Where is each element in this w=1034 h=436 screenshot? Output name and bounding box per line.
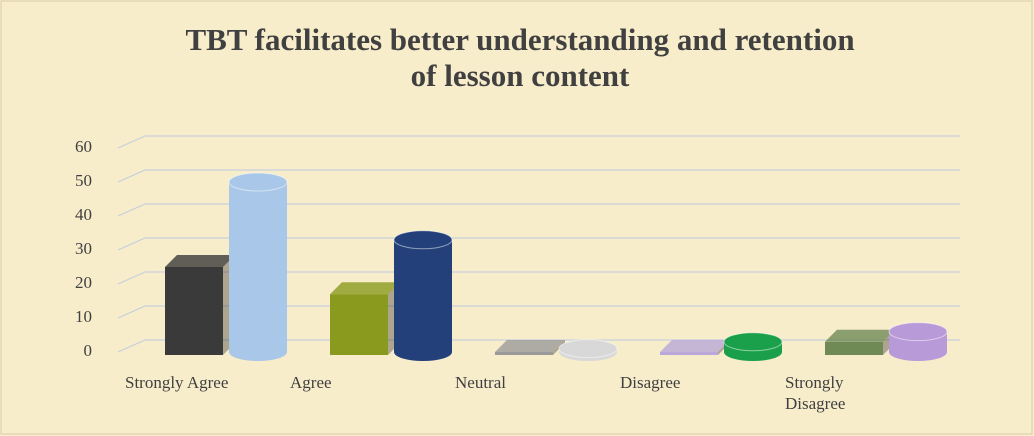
x-tick-label: Strongly Agree: [125, 373, 229, 392]
bar-top: [558, 339, 618, 359]
bar: [393, 230, 453, 361]
grid-line: [117, 271, 960, 285]
y-tick-label: 40: [75, 205, 92, 224]
y-tick-label: 30: [75, 239, 92, 258]
bar: [825, 329, 895, 355]
bar: [888, 322, 948, 361]
bar-top: [330, 282, 400, 295]
grid-line: [117, 169, 960, 183]
y-tick-label: 20: [75, 273, 92, 292]
chart-title: TBT facilitates better understanding and…: [185, 22, 855, 93]
bar-top: [825, 329, 895, 342]
bar-front: [165, 267, 223, 355]
bar-front: [825, 341, 883, 355]
y-tick-label: 10: [75, 307, 92, 326]
bar-body: [229, 182, 287, 352]
grid-line: [117, 305, 960, 319]
bar: [495, 340, 565, 355]
y-tick-label: 0: [84, 341, 93, 360]
y-tick-label: 60: [75, 137, 92, 156]
bar-top: [165, 255, 235, 267]
bar-top: [723, 332, 783, 352]
grid-line: [117, 237, 960, 251]
x-tick-label: Strongly Disagree: [785, 373, 846, 413]
bar-top: [660, 340, 730, 352]
x-tick-label: Disagree: [620, 373, 681, 392]
bar-front: [330, 294, 388, 355]
y-tick-label: 50: [75, 171, 92, 190]
bar-front: [660, 352, 718, 355]
bar-top: [888, 322, 948, 342]
x-tick-label: Agree: [290, 373, 332, 392]
bar: [165, 255, 235, 355]
bar: [228, 172, 288, 361]
grid-line: [117, 135, 960, 149]
bar-front: [495, 352, 553, 355]
bar-top: [228, 172, 288, 192]
bar: [660, 340, 730, 355]
bar: [723, 332, 783, 361]
bar-top: [495, 340, 565, 352]
x-tick-label: Neutral: [455, 373, 506, 392]
grid-line: [117, 203, 960, 217]
bar-top: [393, 230, 453, 250]
bar: [558, 339, 618, 361]
bar-body: [394, 239, 452, 352]
bar: [330, 282, 400, 355]
